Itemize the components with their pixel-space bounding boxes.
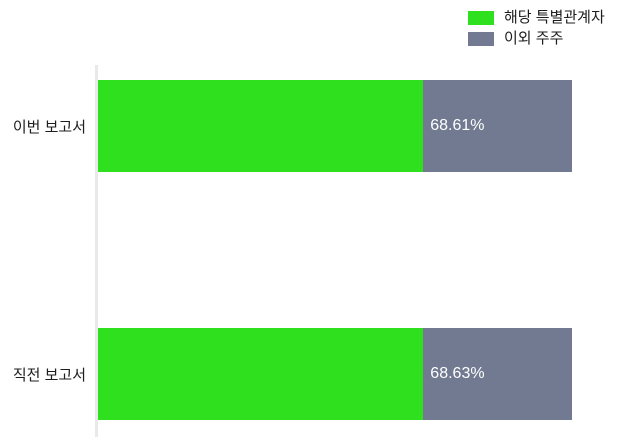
bar-segment-other-shareholders[interactable]: 68.63% (423, 328, 572, 420)
legend-label-special-related-party: 해당 특별관계자 (504, 9, 605, 26)
axis-label-current-report: 이번 보고서 (12, 118, 86, 136)
bar-segment-special-related-party[interactable] (98, 80, 424, 172)
legend-label-other-shareholders: 이외 주주 (504, 30, 564, 47)
legend-item-special-related-party[interactable]: 해당 특별관계자 (468, 9, 605, 26)
legend-swatch-green-icon (468, 11, 494, 25)
bar-value-label-previous-report: 68.63% (430, 365, 485, 382)
chart-legend: 해당 특별관계자 이외 주주 (468, 9, 605, 47)
stacked-bar-previous-report[interactable]: 68.63% (98, 328, 572, 420)
legend-swatch-gray-icon (468, 32, 494, 46)
table-row: 이번 보고서 68.61% (0, 80, 628, 172)
category-axis-line (95, 65, 98, 437)
bar-segment-other-shareholders[interactable]: 68.61% (423, 80, 572, 172)
legend-item-other-shareholders[interactable]: 이외 주주 (468, 30, 605, 47)
axis-label-previous-report: 직전 보고서 (12, 366, 86, 384)
bar-value-label-current-report: 68.61% (430, 117, 485, 134)
table-row: 직전 보고서 68.63% (0, 328, 628, 420)
stacked-bar-current-report[interactable]: 68.61% (98, 80, 572, 172)
bar-segment-special-related-party[interactable] (98, 328, 424, 420)
